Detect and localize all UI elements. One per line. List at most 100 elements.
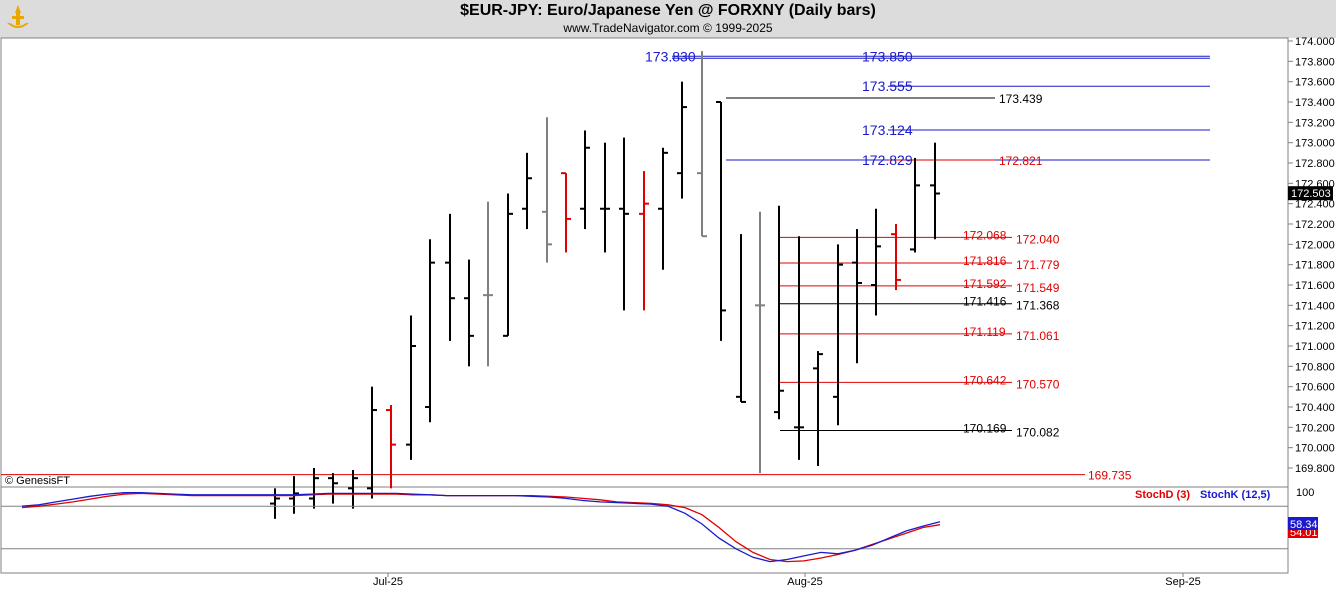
price-tick-label: 169.800 — [1295, 463, 1335, 475]
oscillator-value-label: 58.34 — [1290, 519, 1318, 531]
ohlc-bar — [794, 236, 804, 460]
ohlc-bar — [270, 488, 280, 519]
price-tick-label: 171.000 — [1295, 341, 1335, 353]
ohlc-bar — [833, 244, 843, 426]
oscillator-legend-label: StochK (12,5) — [1200, 489, 1271, 501]
watermark: © GenesisFT — [5, 475, 70, 487]
ohlc-bar — [406, 315, 416, 460]
ohlc-bar — [483, 201, 493, 367]
ohlc-bar — [697, 51, 707, 238]
price-tick-label: 170.200 — [1295, 422, 1335, 434]
ohlc-bar — [639, 171, 649, 311]
oscillator-series-line — [21, 492, 941, 563]
price-level-label: 171.061 — [1016, 329, 1060, 343]
price-level-label: 170.082 — [1016, 425, 1060, 439]
ohlc-bar — [871, 208, 881, 316]
ohlc-bar — [600, 142, 610, 253]
ohlc-bar — [386, 404, 396, 489]
price-tick-label: 170.000 — [1295, 443, 1335, 455]
ohlc-bar — [580, 130, 590, 230]
time-tick-label: Jul-25 — [373, 576, 403, 588]
oscillator-legend-label: StochD (3) — [1135, 489, 1190, 501]
ohlc-bar — [930, 142, 940, 240]
ohlc-bar — [716, 101, 726, 341]
price-level-label: 172.829 — [862, 152, 913, 168]
price-tick-label: 173.000 — [1295, 138, 1335, 150]
price-tick-label: 171.400 — [1295, 300, 1335, 312]
price-level-label: 173.830 — [645, 48, 696, 64]
chart-header — [0, 0, 1336, 38]
price-tick-label: 170.400 — [1295, 402, 1335, 414]
ohlc-bar — [891, 224, 901, 291]
trade-navigator-logo — [7, 5, 29, 28]
price-level-label: 171.816 — [963, 254, 1007, 268]
last-price-label: 172.503 — [1291, 188, 1331, 200]
ohlc-bar — [852, 229, 862, 364]
price-level-label: 172.040 — [1016, 232, 1060, 246]
chart-subtitle: www.TradeNavigator.com © 1999-2025 — [563, 21, 773, 35]
price-tick-label: 173.200 — [1295, 117, 1335, 129]
ohlc-bar — [736, 234, 746, 403]
oscillator-series-line — [21, 492, 941, 563]
ohlc-bars — [270, 51, 940, 519]
ohlc-bar — [774, 205, 784, 420]
time-tick-label: Aug-25 — [787, 576, 822, 588]
ohlc-bar — [503, 193, 513, 337]
price-level-label: 172.821 — [999, 154, 1043, 168]
price-level-label: 171.779 — [1016, 258, 1060, 272]
ohlc-bar — [755, 211, 765, 474]
price-tick-label: 174.000 — [1295, 36, 1335, 48]
ohlc-bar — [910, 157, 920, 253]
ohlc-bar — [677, 81, 687, 199]
time-tick-label: Sep-25 — [1165, 576, 1200, 588]
ohlc-bar — [309, 468, 319, 509]
ohlc-bar — [561, 172, 571, 253]
price-levels: 173.850 173.830 173.555 173.439 173.124 172.8… — [1, 48, 1210, 483]
ohlc-bar — [425, 239, 435, 423]
price-level-label: 171.416 — [963, 295, 1007, 309]
chart-title: $EUR-JPY: Euro/Japanese Yen @ FORXNY (Da… — [460, 2, 876, 19]
price-tick-label: 173.600 — [1295, 77, 1335, 89]
price-tick-label: 172.800 — [1295, 158, 1335, 170]
ohlc-bar — [522, 152, 532, 230]
price-level-label: 170.570 — [1016, 377, 1060, 391]
price-level-label: 171.368 — [1016, 299, 1060, 313]
time-axis: Jul-25 Aug-25 Sep-25 — [373, 573, 1201, 588]
price-level-label: 173.439 — [999, 92, 1043, 106]
price-level-label: 170.642 — [963, 373, 1007, 387]
ohlc-bar — [542, 117, 552, 263]
price-tick-label: 171.800 — [1295, 260, 1335, 272]
price-tick-label: 172.400 — [1295, 199, 1335, 211]
ohlc-bar — [464, 259, 474, 367]
price-tick-label: 172.200 — [1295, 219, 1335, 231]
ohlc-bar — [658, 147, 668, 270]
price-tick-label: 170.800 — [1295, 361, 1335, 373]
oscillator-panel-border — [0, 486, 1289, 574]
price-tick-label: 173.400 — [1295, 97, 1335, 109]
ohlc-bar — [619, 137, 629, 311]
price-tick-label: 171.600 — [1295, 280, 1335, 292]
price-level-label: 170.169 — [963, 421, 1007, 435]
price-level-label: 171.592 — [963, 277, 1007, 291]
price-tick-label: 173.800 — [1295, 56, 1335, 68]
price-level-label: 173.124 — [862, 122, 913, 138]
price-level-label: 171.119 — [963, 325, 1006, 339]
ohlc-bar — [328, 473, 338, 504]
last-price-badge — [1288, 186, 1333, 201]
ohlc-bar — [445, 213, 455, 341]
price-level-label: 173.850 — [862, 48, 913, 64]
price-tick-label: 170.600 — [1295, 382, 1335, 394]
price-axis: 174.000 173.800 173.600 173.400 173.200 173.0… — [1288, 36, 1335, 475]
ohlc-bar — [813, 351, 823, 466]
price-level-label: 169.735 — [1088, 469, 1132, 483]
price-tick-label: 171.200 — [1295, 321, 1335, 333]
price-tick-label: 172.000 — [1295, 239, 1335, 251]
price-level-label: 173.555 — [862, 78, 913, 94]
ohlc-bar — [348, 470, 358, 509]
oscillator-value-badge — [1288, 517, 1318, 530]
price-level-label: 172.068 — [963, 228, 1007, 242]
oscillator-tick-label: 100 — [1296, 487, 1314, 499]
price-level-label: 171.549 — [1016, 281, 1060, 295]
